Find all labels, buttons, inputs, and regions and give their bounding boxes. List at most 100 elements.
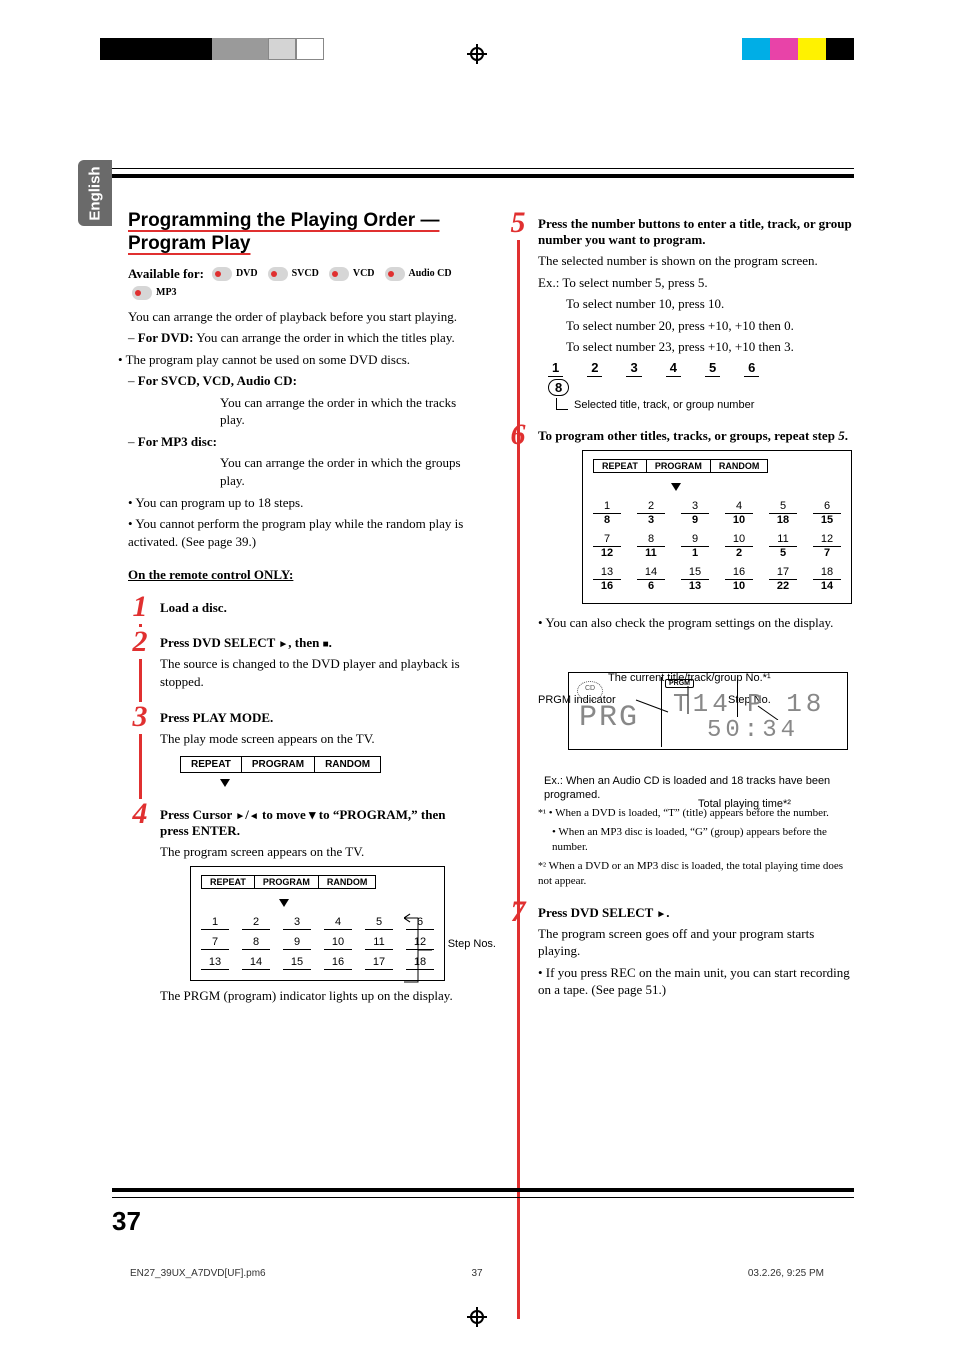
cmyk-swatches	[742, 38, 854, 60]
footer-rule-thin	[112, 1197, 854, 1198]
anno-total: Total playing time*²	[698, 798, 791, 810]
bracket-icon	[404, 912, 434, 988]
step-6: 6 To program other titles, tracks, or gr…	[506, 422, 854, 889]
step-7-sub: The program screen goes off and your pro…	[538, 925, 854, 960]
footer-page: 37	[471, 1268, 482, 1279]
step-nos-label: Step Nos.	[448, 938, 496, 950]
dvd-item: – For DVD: You can arrange the order in …	[128, 329, 476, 347]
program-slot: 23	[637, 500, 665, 527]
step-6-text: To program other titles, tracks, or grou…	[538, 428, 848, 443]
footer-timestamp: 03.2.26, 9:25 PM	[748, 1268, 824, 1279]
step-2: 2 Press DVD SELECT , then . The source i…	[128, 629, 476, 694]
step-3-sub: The play mode screen appears on the TV.	[160, 730, 476, 748]
seg-t14: T14	[673, 689, 732, 719]
remote-only: On the remote control ONLY:	[128, 566, 476, 584]
left-icon	[249, 807, 259, 822]
intro-text: You can arrange the order of playback be…	[128, 308, 476, 326]
available-label: Available for:	[128, 266, 204, 282]
bullet-2: • You cannot perform the program play wh…	[128, 515, 476, 550]
step-number: 2	[128, 629, 152, 655]
page-number: 37	[112, 1206, 141, 1237]
elbow-connector-icon	[556, 398, 568, 410]
program-slot: 39	[681, 500, 709, 527]
step-7: 7 Press DVD SELECT . The program screen …	[506, 899, 854, 1003]
program-slot: 91	[681, 533, 709, 560]
prgm-badge: PRGM	[665, 679, 694, 688]
program-slot: 811	[637, 533, 665, 560]
prgm-note: The PRGM (program) indicator lights up o…	[160, 987, 476, 1005]
triangle-down-icon	[279, 899, 289, 907]
program-slot: 1316	[593, 566, 621, 593]
disc-icon	[132, 286, 152, 300]
footnote-2: *² When a DVD or an MP3 disc is loaded, …	[538, 859, 854, 889]
right-column: 5 Press the number buttons to enter a ti…	[506, 210, 854, 1009]
available-for-row: Available for: DVD SVCD VCD Audio CD MP3	[128, 266, 476, 300]
step-number: 3	[128, 704, 152, 730]
seg-p18: P 18	[747, 689, 825, 719]
play-icon	[235, 807, 245, 822]
mp3-head: – For MP3 disc:	[128, 433, 476, 451]
step-number: 4	[128, 801, 152, 827]
cd-icon: CD	[577, 681, 603, 701]
svcd-head: – For SVCD, VCD, Audio CD:	[128, 372, 476, 390]
step-number: 6	[506, 422, 530, 448]
program-slot: 18	[593, 500, 621, 527]
content-area: Programming the Playing Order —Program P…	[128, 210, 854, 1009]
selection-caption: Selected title, track, or group number	[574, 399, 754, 411]
program-slot: 1610	[725, 566, 753, 593]
section-title: Programming the Playing Order —Program P…	[128, 210, 476, 256]
footer-rule-thick	[112, 1188, 854, 1192]
step-4-sub: The program screen appears on the TV.	[160, 843, 476, 861]
footnote-1a: *¹ • When a DVD is loaded, “T” (title) a…	[538, 806, 854, 821]
seg-prg: PRG	[579, 701, 639, 735]
print-marks-top	[0, 38, 954, 68]
greyscale-swatches	[100, 38, 324, 60]
step-5: 5 Press the number buttons to enter a ti…	[506, 210, 854, 412]
program-slot: 127	[813, 533, 841, 560]
bullet-1: • You can program up to 18 steps.	[128, 494, 476, 512]
triangle-down-icon	[671, 483, 681, 491]
dvd-note: • The program play cannot be used on som…	[128, 351, 476, 369]
step-5-ex: Ex.: To select number 5, press 5.	[538, 274, 854, 292]
print-marks-bottom	[0, 1301, 954, 1331]
registration-mark-icon	[467, 1307, 487, 1327]
program-slot: 146	[637, 566, 665, 593]
program-slot: 518	[769, 500, 797, 527]
program-slot: 1513	[681, 566, 709, 593]
step-number: 1	[128, 594, 152, 620]
program-slot: 115	[769, 533, 797, 560]
selected-number: 8	[548, 379, 569, 396]
disc-icon	[268, 267, 288, 281]
step-number: 5	[506, 210, 530, 236]
mode-bar: REPEAT PROGRAM RANDOM	[180, 756, 381, 773]
step-5-text: Press the number buttons to enter a titl…	[538, 216, 852, 247]
mode-bar-small: REPEAT PROGRAM RANDOM	[201, 875, 376, 889]
left-column: Programming the Playing Order —Program P…	[128, 210, 476, 1009]
step-2-text: Press DVD SELECT , then .	[160, 635, 332, 650]
check-note: • You can also check the program setting…	[538, 614, 854, 632]
step-7-text: Press DVD SELECT .	[538, 905, 670, 920]
registration-mark-icon	[467, 44, 487, 64]
stop-icon	[323, 635, 329, 650]
selection-row: 1 2 3 4 5 6	[548, 360, 854, 377]
step-5-sub: The selected number is shown on the prog…	[538, 252, 854, 270]
mp3-body: You can arrange the order in which the g…	[220, 454, 476, 489]
triangle-down-icon	[220, 779, 230, 787]
language-tab: English	[78, 160, 112, 226]
language-tab-label: English	[87, 166, 104, 220]
step-1-text: Load a disc.	[160, 600, 227, 615]
program-slot: 1722	[769, 566, 797, 593]
display-panel: CD PRGM PRG T14 P 18 50:34	[568, 672, 848, 750]
mode-bar-small: REPEAT PROGRAM RANDOM	[593, 459, 768, 473]
disc-icon	[329, 267, 349, 281]
footer-filename: EN27_39UX_A7DVD[UF].pm6	[130, 1268, 266, 1279]
seg-time: 50:34	[707, 717, 799, 744]
step-1: 1 Load a disc.	[128, 594, 476, 620]
disc-icon	[385, 267, 405, 281]
step-7-bullet: • If you press REC on the main unit, you…	[538, 964, 854, 999]
step-4-text: Press Cursor / to move ▾ to “PROGRAM,” t…	[160, 807, 446, 838]
step-2-sub: The source is changed to the DVD player …	[160, 655, 476, 690]
header-rule	[112, 168, 854, 178]
step-3-text: Press PLAY MODE.	[160, 710, 273, 725]
svcd-body: You can arrange the order in which the t…	[220, 394, 476, 429]
